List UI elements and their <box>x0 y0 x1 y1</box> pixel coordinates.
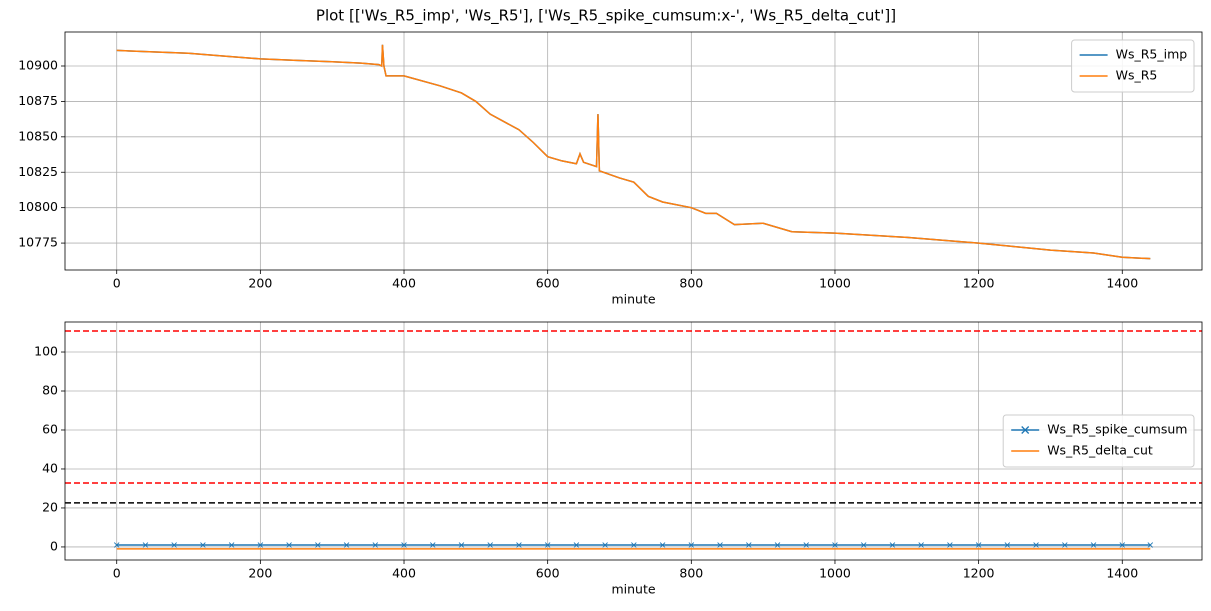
x-tick-label: 1400 <box>1106 566 1138 581</box>
axes-frame <box>64 321 1203 561</box>
y-tick-label: 0 <box>50 538 58 553</box>
legend-box <box>1071 39 1195 93</box>
legend-box <box>1002 414 1195 468</box>
legend-label: Ws_R5 <box>1116 68 1158 83</box>
x-axis-label: minute <box>611 582 655 597</box>
y-tick-label: 10900 <box>18 58 58 73</box>
x-tick-label: 1400 <box>1106 276 1138 291</box>
y-tick-label: 10800 <box>18 199 58 214</box>
legend-label: Ws_R5_spike_cumsum <box>1047 422 1187 437</box>
x-tick-label: 400 <box>392 566 416 581</box>
figure-title: Plot [['Ws_R5_imp', 'Ws_R5'], ['Ws_R5_sp… <box>316 7 896 26</box>
y-tick-label: 40 <box>42 460 58 475</box>
x-tick-label: 0 <box>113 276 121 291</box>
x-tick-label: 200 <box>248 566 272 581</box>
x-tick-label: 800 <box>679 566 703 581</box>
x-tick-label: 1000 <box>819 276 851 291</box>
series-line <box>116 44 1151 260</box>
x-tick-label: 800 <box>679 276 703 291</box>
y-tick-label: 20 <box>42 499 58 514</box>
x-tick-label: 1200 <box>963 566 995 581</box>
y-tick-label: 80 <box>42 383 58 398</box>
legend-marker <box>1021 426 1030 434</box>
x-tick-label: 200 <box>248 276 272 291</box>
y-tick-label: 10825 <box>18 164 58 179</box>
y-tick-label: 10850 <box>18 128 58 143</box>
x-tick-label: 600 <box>536 566 560 581</box>
x-tick-label: 400 <box>392 276 416 291</box>
x-axis-label: minute <box>611 292 655 307</box>
legend-label: Ws_R5_imp <box>1116 47 1188 62</box>
x-tick-label: 1200 <box>963 276 995 291</box>
axes-frame <box>64 31 1203 271</box>
y-tick-label: 100 <box>34 344 58 359</box>
x-tick-label: 0 <box>113 566 121 581</box>
x-tick-label: 600 <box>536 276 560 291</box>
y-tick-label: 60 <box>42 421 58 436</box>
y-tick-label: 10775 <box>18 235 58 250</box>
y-tick-label: 10875 <box>18 93 58 108</box>
legend-label: Ws_R5_delta_cut <box>1047 443 1153 458</box>
x-tick-label: 1000 <box>819 566 851 581</box>
